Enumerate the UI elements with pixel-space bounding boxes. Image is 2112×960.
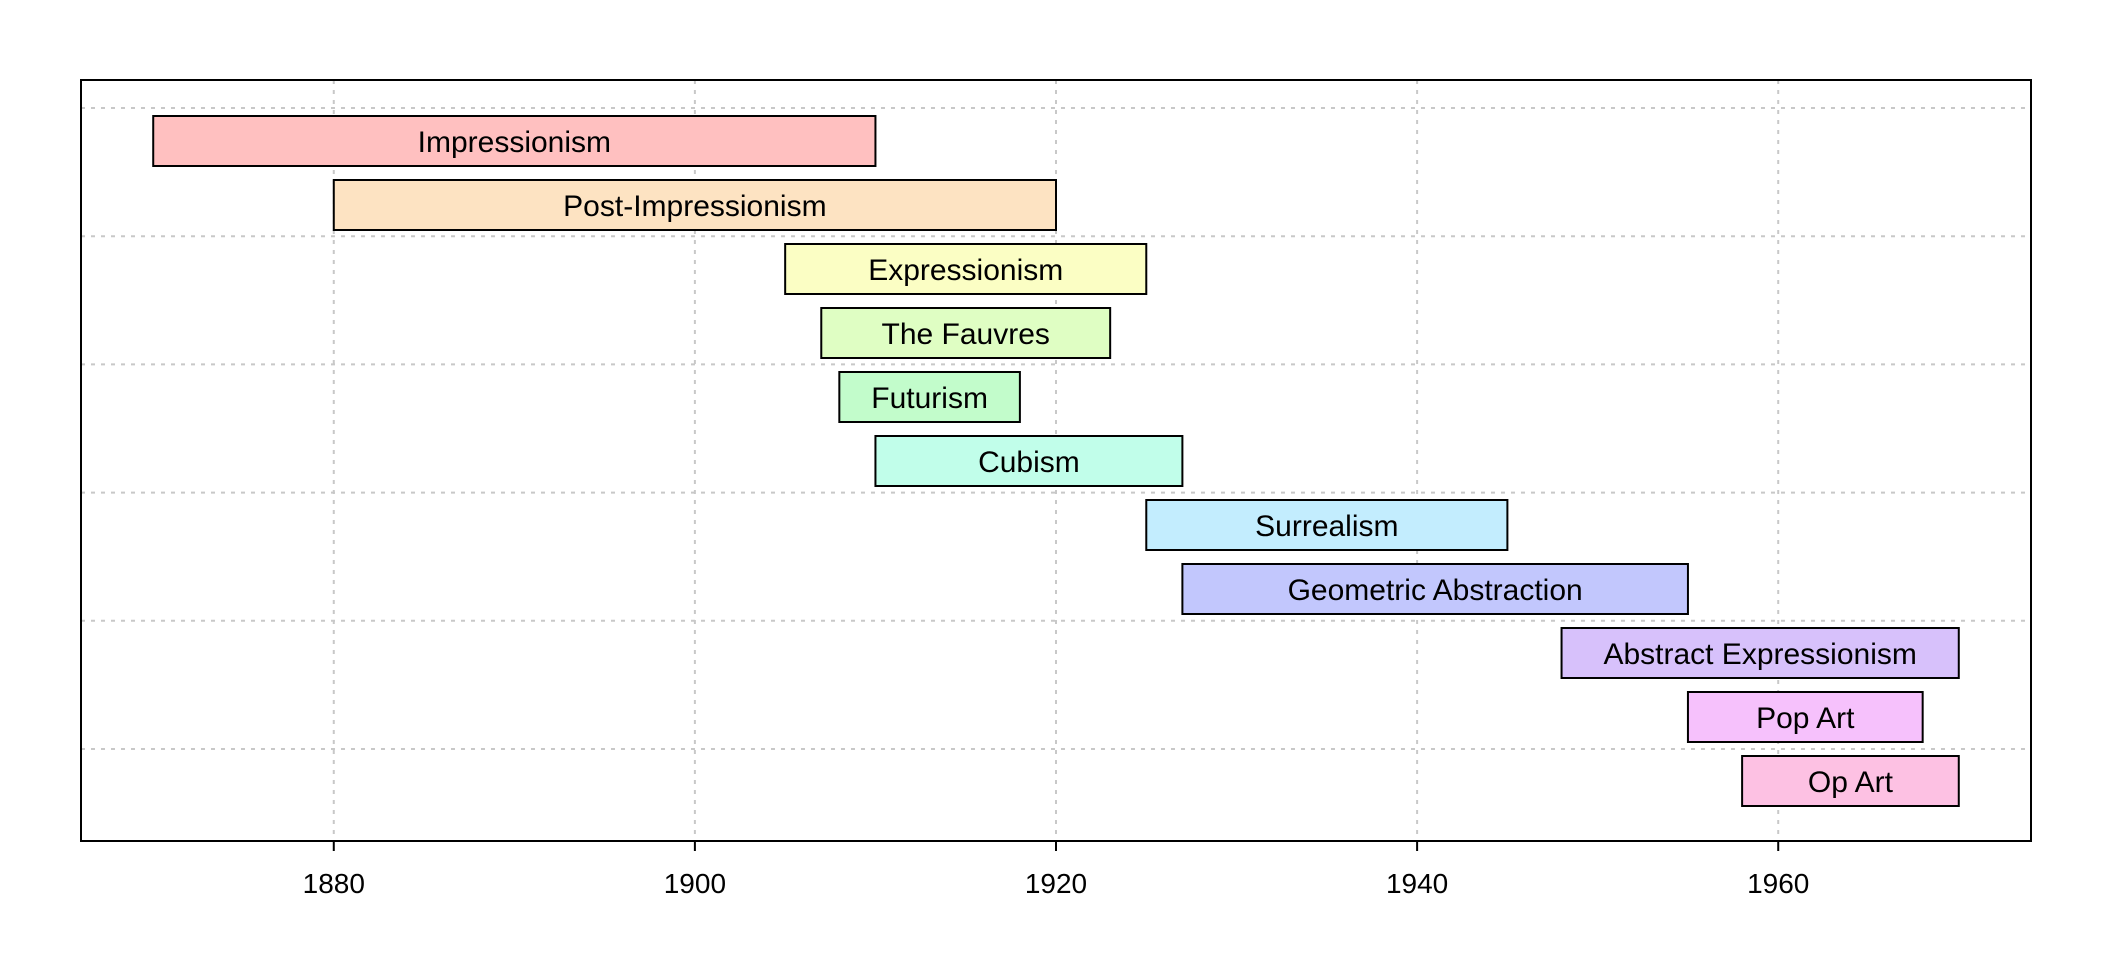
bar-post-impressionism [332, 179, 1057, 231]
bar-label: Geometric Abstraction [1288, 574, 1583, 607]
bar-label: Pop Art [1756, 702, 1855, 735]
x-tick-label: 1880 [303, 868, 365, 899]
bar-label: Post-Impressionism [563, 190, 826, 223]
x-tick-label: 1940 [1386, 868, 1448, 899]
x-tick-label: 1960 [1747, 868, 1809, 899]
bar-label: Surrealism [1255, 510, 1398, 543]
bar-surrealism [1145, 499, 1509, 551]
bar-pop-art [1686, 691, 1924, 743]
bar-label: Cubism [978, 446, 1080, 479]
bar-abstract-expressionism [1560, 627, 1960, 679]
bar-futurism [838, 371, 1021, 423]
bars: Impressionism Post-Impressionism Expressio… [152, 115, 1960, 807]
bar-label: Expressionism [868, 254, 1063, 287]
bar-label: The Fauvres [882, 318, 1050, 351]
bar-op-art [1741, 755, 1960, 807]
x-axis: 1880 1900 1920 1940 1960 [303, 841, 1809, 899]
x-tick-label: 1920 [1025, 868, 1087, 899]
bar-geometric-abstraction [1181, 563, 1689, 615]
bar-the-fauvres [820, 307, 1112, 359]
x-tick-label: 1900 [664, 868, 726, 899]
bar-label: Impressionism [418, 126, 611, 159]
bar-impressionism [152, 115, 877, 167]
bar-label: Op Art [1808, 766, 1894, 799]
bar-expressionism [784, 243, 1148, 295]
bar-label: Futurism [871, 382, 988, 415]
bar-cubism [874, 435, 1184, 487]
bar-label: Abstract Expressionism [1603, 638, 1916, 671]
